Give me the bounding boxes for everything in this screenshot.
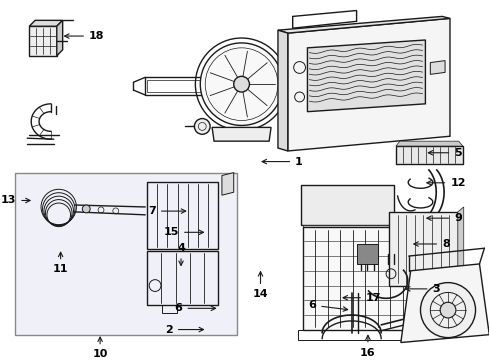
Text: 4: 4 <box>177 243 185 265</box>
Polygon shape <box>302 225 394 230</box>
Polygon shape <box>300 185 394 225</box>
Polygon shape <box>212 127 271 141</box>
Polygon shape <box>389 212 458 285</box>
Text: 18: 18 <box>65 31 104 41</box>
Polygon shape <box>302 226 416 330</box>
Text: 8: 8 <box>414 239 450 249</box>
Polygon shape <box>29 26 57 56</box>
Polygon shape <box>278 17 450 33</box>
Text: 15: 15 <box>164 227 203 237</box>
Text: 12: 12 <box>427 178 466 188</box>
Polygon shape <box>278 30 288 151</box>
Polygon shape <box>396 146 463 164</box>
Polygon shape <box>430 60 445 75</box>
Text: 3: 3 <box>406 284 440 294</box>
Polygon shape <box>458 207 464 285</box>
Text: 1: 1 <box>262 157 303 167</box>
Polygon shape <box>396 141 463 146</box>
Polygon shape <box>288 18 450 151</box>
Text: 6: 6 <box>308 300 348 311</box>
Polygon shape <box>29 20 63 26</box>
Text: 7: 7 <box>148 206 186 216</box>
Text: 5: 5 <box>428 148 462 158</box>
Text: 11: 11 <box>53 252 69 274</box>
Text: 16: 16 <box>360 336 376 357</box>
Polygon shape <box>401 264 490 342</box>
Text: 14: 14 <box>253 272 269 299</box>
Polygon shape <box>357 244 378 264</box>
Circle shape <box>200 43 283 125</box>
Circle shape <box>82 205 90 213</box>
Polygon shape <box>16 172 237 335</box>
Polygon shape <box>307 40 425 112</box>
Text: 17: 17 <box>343 293 381 303</box>
Text: 2: 2 <box>165 325 203 334</box>
Circle shape <box>234 76 249 92</box>
Text: 10: 10 <box>93 337 108 359</box>
Text: 9: 9 <box>427 213 462 223</box>
Circle shape <box>440 302 456 318</box>
Text: 13: 13 <box>1 195 30 206</box>
Polygon shape <box>222 172 234 195</box>
Circle shape <box>420 283 475 338</box>
Polygon shape <box>57 20 63 56</box>
Text: 6: 6 <box>174 303 216 313</box>
Circle shape <box>195 118 210 134</box>
